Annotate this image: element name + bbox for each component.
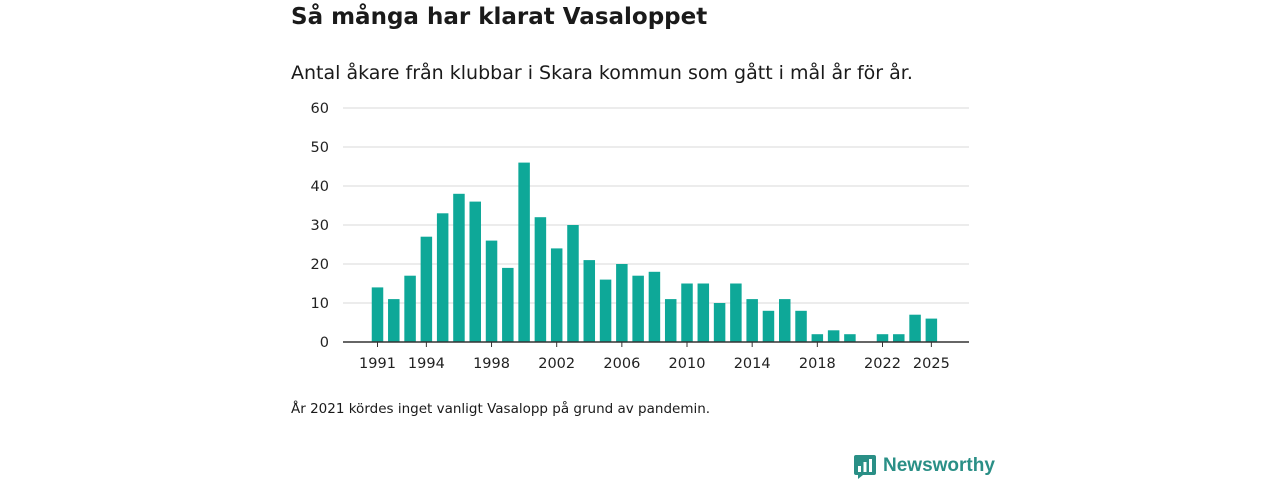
chart-title: Så många har klarat Vasaloppet xyxy=(291,4,708,30)
bar-1996 xyxy=(453,193,465,342)
bar-2002 xyxy=(550,248,563,342)
x-tick-label: 1994 xyxy=(408,356,445,372)
bar-2024 xyxy=(909,314,921,342)
bar-chart: 0 10 20 30 40 50 60 1991 1994 1998 2002 2006 2010 201… xyxy=(311,101,969,372)
bar-2025 xyxy=(925,318,938,342)
bar-2017 xyxy=(795,310,807,342)
y-tick-label: 50 xyxy=(311,140,329,156)
bar-2013 xyxy=(730,283,742,342)
bar-2009 xyxy=(664,299,677,342)
bar-2014 xyxy=(746,299,758,342)
y-tick-label: 60 xyxy=(311,101,329,117)
bar-1999 xyxy=(502,267,514,342)
bar-2011 xyxy=(697,283,710,342)
y-tick-label: 20 xyxy=(311,257,329,273)
bar-2023 xyxy=(893,334,905,342)
x-tick-label: 2014 xyxy=(734,356,771,372)
x-tick-label: 2006 xyxy=(603,356,640,372)
bar-2010 xyxy=(681,283,693,342)
bar-2005 xyxy=(599,279,612,342)
bar-1991 xyxy=(371,287,384,342)
bar-2008 xyxy=(648,271,661,342)
x-tick-label: 2002 xyxy=(538,356,575,372)
bar-1997 xyxy=(469,201,481,342)
x-tick-label: 2022 xyxy=(864,356,901,372)
chart-subtitle: Antal åkare från klubbar i Skara kommun … xyxy=(291,62,913,84)
bar-2020 xyxy=(844,334,856,342)
bar-1993 xyxy=(404,275,416,342)
x-tick-label: 2018 xyxy=(799,356,836,372)
bar-2022 xyxy=(876,334,889,342)
y-tick-label: 40 xyxy=(311,179,329,195)
bar-2015 xyxy=(762,310,775,342)
bar-2000 xyxy=(518,162,530,342)
bar-2016 xyxy=(779,299,791,342)
y-tick-label: 0 xyxy=(320,335,329,351)
x-tick-label: 2010 xyxy=(669,356,706,372)
bar-2019 xyxy=(827,330,840,342)
bar-2001 xyxy=(534,217,547,342)
bar-2006 xyxy=(616,264,628,342)
brand-logo[interactable]: Newsworthy xyxy=(853,452,995,480)
footnote: År 2021 kördes inget vanligt Vasalopp på… xyxy=(291,401,711,417)
newsworthy-logo-icon xyxy=(854,455,876,479)
bar-2012 xyxy=(713,303,726,342)
y-tick-label: 10 xyxy=(311,296,329,312)
x-tick-label: 2025 xyxy=(913,356,950,372)
x-tick-label: 1998 xyxy=(473,356,510,372)
x-tick-label: 1991 xyxy=(359,356,396,372)
bar-1994 xyxy=(420,236,433,342)
bar-2003 xyxy=(567,225,579,342)
bar-2004 xyxy=(583,260,596,342)
bar-1998 xyxy=(485,240,498,342)
bar-1995 xyxy=(436,213,449,342)
bar-2018 xyxy=(811,334,824,342)
bar-2007 xyxy=(632,275,644,342)
bar-1992 xyxy=(388,299,400,342)
brand-name: Newsworthy xyxy=(883,455,995,476)
y-tick-label: 30 xyxy=(311,218,329,234)
